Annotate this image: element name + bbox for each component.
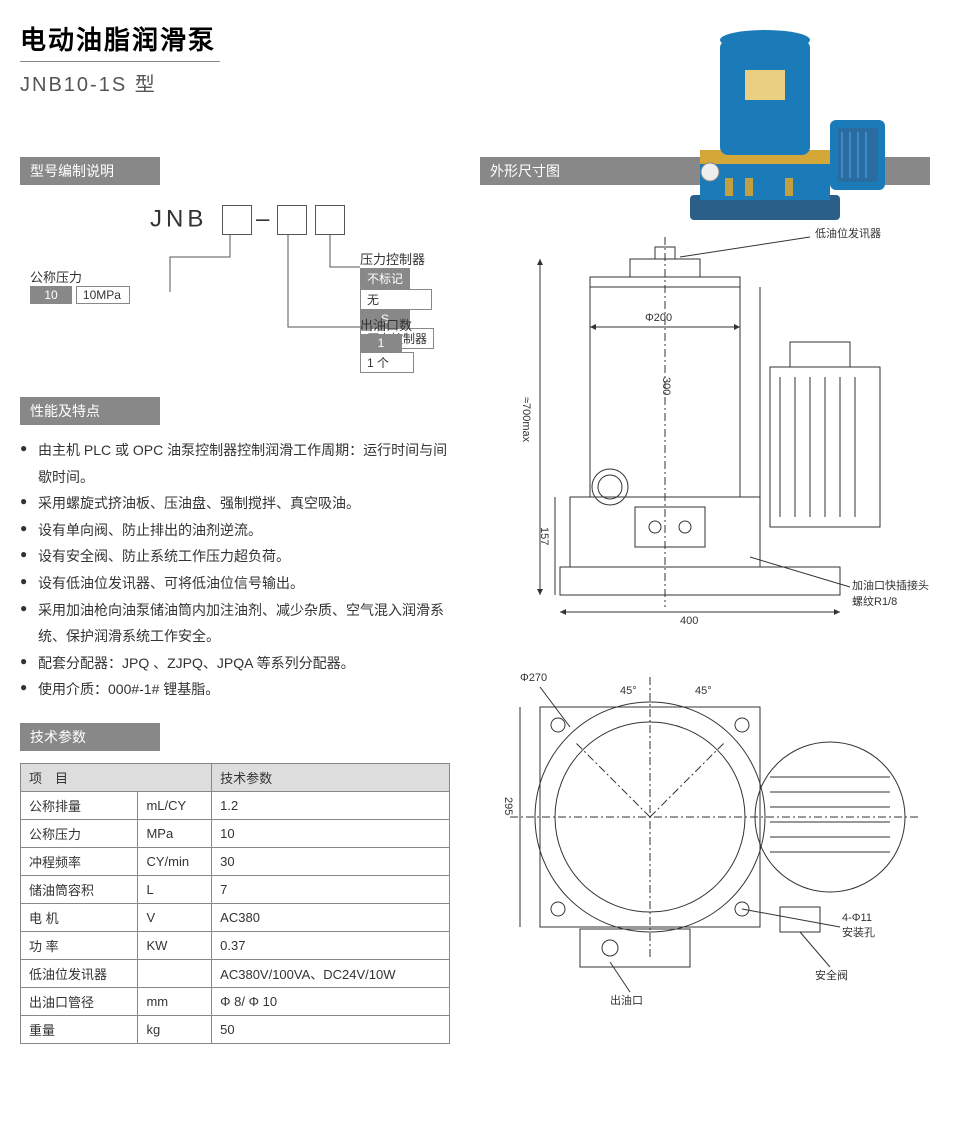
nominal-pressure-val: 10MPa [76,286,130,304]
table-row: 电 机VAC380 [21,903,450,931]
dim-h157: 157 [538,527,550,545]
controller-tag-1: 不标记 [360,268,410,289]
outlet-val: 1 个 [360,352,414,373]
controller-label: 压力控制器 [360,249,450,268]
feature-item: 设有安全阀、防止系统工作压力超负荷。 [20,543,450,570]
table-row: 出油口管径mmΦ 8/ Φ 10 [21,987,450,1015]
dim-h300: 300 [660,377,672,395]
spec-table: 项 目 技术参数 公称排量mL/CY1.2 公称压力MPa10 冲程频率CY/m… [20,763,450,1044]
section-specs: 技术参数 [20,723,160,751]
table-row: 冲程频率CY/min30 [21,847,450,875]
table-row: 重量kg50 [21,1015,450,1043]
dim-h700: ≈700max [520,397,532,442]
dim-d200: Φ200 [645,312,672,324]
section-model-desc: 型号编制说明 [20,157,160,185]
spec-header-1: 项 目 [21,763,212,791]
engineering-drawing: 低油位发讯器 Φ200 300 ≈700max 157 400 加油口快插接头 … [480,197,940,1017]
section-features: 性能及特点 [20,397,160,425]
label-outlet: 出油口 [610,992,643,1008]
table-row: 公称排量mL/CY1.2 [21,791,450,819]
features-list: 由主机 PLC 或 OPC 油泵控制器控制润滑工作周期：运行时间与间歇时间。 采… [20,437,450,703]
dim-d270: Φ270 [520,672,547,684]
outlet-tag: 1 [360,334,402,352]
dim-h295: 295 [502,797,514,815]
feature-item: 设有单向阀、防止排出的油剂逆流。 [20,517,450,544]
controller-val-1: 无 [360,289,432,310]
table-row: 公称压力MPa10 [21,819,450,847]
table-row: 储油筒容积L7 [21,875,450,903]
nominal-pressure-block: 公称压力 10 10MPa [30,267,130,304]
feature-item: 配套分配器：JPQ 、ZJPQ、JPQA 等系列分配器。 [20,650,450,677]
spec-header-2: 技术参数 [212,763,450,791]
nominal-pressure-tag: 10 [30,286,72,304]
outlet-block: 出油口数 1 1 个 [360,315,450,373]
label-safety-valve: 安全阀 [815,967,848,983]
model-prefix: JNB [150,205,207,232]
model-box-2 [277,205,307,235]
label-oil-inlet: 加油口快插接头 螺纹R1/8 [852,577,929,609]
left-column: 型号编制说明 JNB – 公称压力 10 10MPa 压力控制器 [20,137,450,1044]
feature-item: 由主机 PLC 或 OPC 油泵控制器控制润滑工作周期：运行时间与间歇时间。 [20,437,450,490]
feature-item: 设有低油位发讯器、可将低油位信号输出。 [20,570,450,597]
model-prefix-row: JNB – [150,205,349,235]
model-box-1 [222,205,252,235]
dim-a45-2: 45° [695,685,712,697]
feature-item: 使用介质：000#-1# 锂基脂。 [20,676,450,703]
feature-item: 采用加油枪向油泵储油筒内加注油剂、减少杂质、空气混入润滑系统、保护润滑系统工作安… [20,597,450,650]
feature-item: 采用螺旋式挤油板、压油盘、强制搅拌、真空吸油。 [20,490,450,517]
label-low-oil-sensor: 低油位发讯器 [815,225,881,241]
nominal-pressure-label: 公称压力 [30,267,130,286]
title-divider [20,61,220,62]
right-column: 外形尺寸图 [480,137,940,1044]
label-mount-hole: 4-Φ11 安装孔 [842,912,875,940]
table-row: 功 率KW0.37 [21,931,450,959]
dim-a45-1: 45° [620,685,637,697]
dim-w400: 400 [680,615,698,627]
outlet-label: 出油口数 [360,315,450,334]
model-box-3 [315,205,345,235]
table-row: 低油位发讯器AC380V/100VA、DC24V/10W [21,959,450,987]
model-diagram: JNB – 公称压力 10 10MPa 压力控制器 不标记 无 [20,197,450,377]
